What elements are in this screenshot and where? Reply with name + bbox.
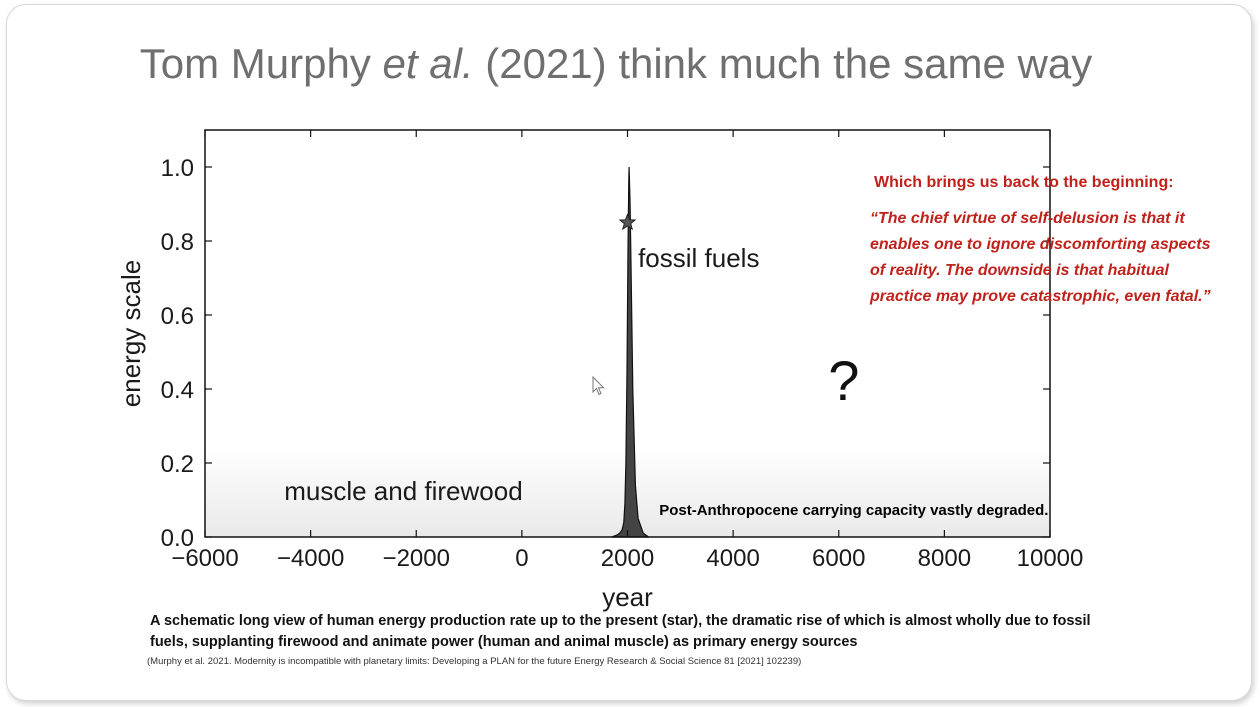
present-star-marker (618, 213, 637, 231)
y-tick-label-5: 1.0 (161, 155, 194, 182)
x-tick-label-3: 0 (515, 545, 528, 572)
x-tick-label-6: 6000 (812, 545, 865, 572)
quote-heading: Which brings us back to the beginning: (874, 174, 1174, 191)
y-tick-label-2: 0.4 (161, 377, 194, 404)
quote-box: Which brings us back to the beginning: “… (852, 174, 1232, 310)
x-tick-label-7: 8000 (918, 545, 971, 572)
x-axis-label: year (602, 582, 653, 612)
annotation-muscle-firewood: muscle and firewood (284, 476, 522, 506)
annotation-post-anthropocene: Post-Anthropocene carrying capacity vast… (659, 502, 1048, 519)
figure-citation: (Murphy et al. 2021. Modernity is incomp… (147, 656, 802, 667)
y-tick-label-1: 0.2 (161, 451, 194, 478)
slide-title: Tom Murphy et al. (2021) think much the … (0, 40, 1232, 88)
x-tick-label-8: 10000 (1017, 545, 1084, 572)
x-tick-label-4: 2000 (601, 545, 654, 572)
title-text-italic: et al. (382, 40, 474, 87)
energy-area-series-0 (611, 166, 649, 538)
y-tick-label-4: 0.8 (161, 229, 194, 256)
figure-caption: A schematic long view of human energy pr… (150, 613, 1091, 650)
quote-body: “The chief virtue of self-delusion is th… (870, 210, 1211, 305)
y-axis-label: energy scale (116, 260, 146, 407)
mouse-pointer-icon (592, 376, 605, 396)
x-tick-label-5: 4000 (706, 545, 759, 572)
x-tick-label-2: −2000 (383, 545, 450, 572)
x-tick-label-1: −4000 (277, 545, 344, 572)
y-tick-label-3: 0.6 (161, 303, 194, 330)
x-tick-label-0: −6000 (171, 545, 238, 572)
annotation-question-mark: ? (828, 349, 859, 412)
y-tick-label-0: 0.0 (161, 525, 194, 552)
annotation-fossil-fuels: fossil fuels (638, 243, 759, 273)
title-text-end: (2021) think much the same way (473, 40, 1093, 87)
title-text-start: Tom Murphy (139, 40, 383, 87)
